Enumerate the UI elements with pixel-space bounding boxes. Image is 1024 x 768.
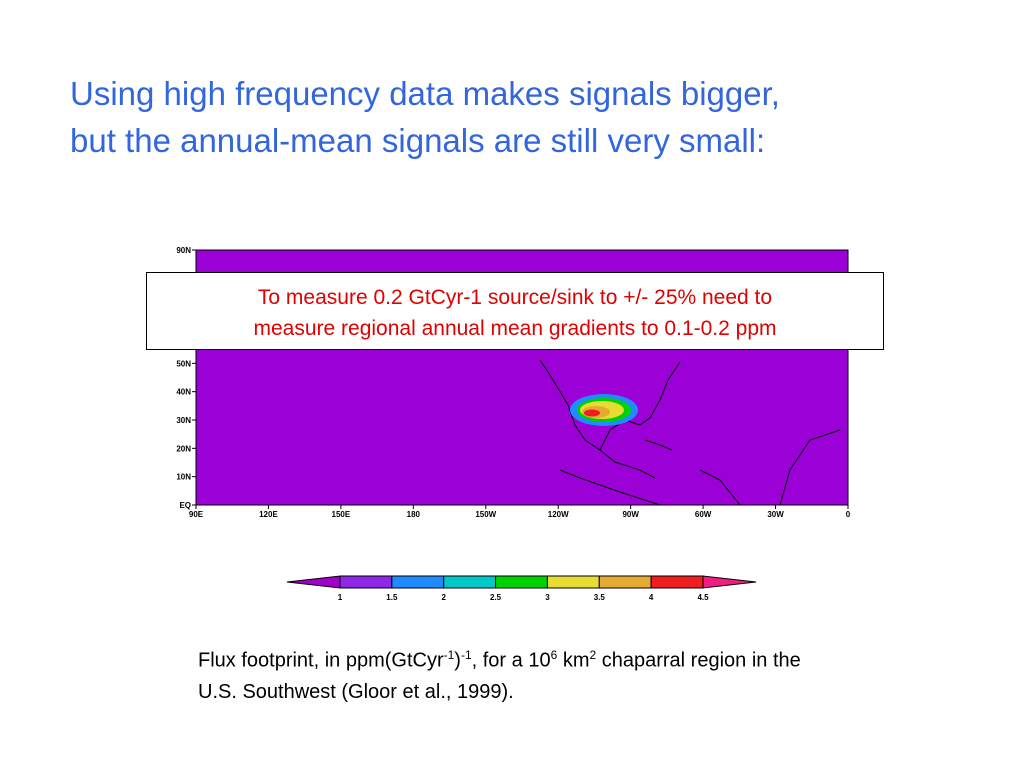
title-line: but the annual-mean signals are still ve… <box>70 122 766 159</box>
lon-label: 30W <box>767 510 784 519</box>
colorbar-label: 3 <box>545 593 550 602</box>
lon-label: 60W <box>695 510 712 519</box>
lat-label: 50N <box>176 359 191 368</box>
lat-label: EQ <box>179 501 191 510</box>
lon-label: 90E <box>189 510 204 519</box>
lat-label: 40N <box>176 388 191 397</box>
lon-label: 150W <box>475 510 496 519</box>
caption-sup: -1 <box>443 648 455 662</box>
colorbar-label: 2.5 <box>490 593 502 602</box>
colorbar-box <box>546 575 600 589</box>
lon-label: 120E <box>259 510 278 519</box>
title: Using high frequency data makes signals … <box>70 70 780 164</box>
colorbar-label: 2 <box>441 593 446 602</box>
colorbar-label: 1 <box>338 593 343 602</box>
colorbar-box <box>495 575 548 589</box>
caption-sup: 2 <box>589 648 597 662</box>
lon-label: 150E <box>332 510 351 519</box>
caption-sup: 6 <box>550 648 558 662</box>
lon-label: 90W <box>622 510 639 519</box>
caption-text: , for a 10 <box>471 649 551 672</box>
colorbar-label: 4 <box>649 593 654 602</box>
title-line: Using high frequency data makes signals … <box>70 75 780 112</box>
colorbar-end <box>702 575 757 589</box>
caption-text: Flux footprint, in ppm(GtCyr <box>198 649 444 672</box>
caption-text: km <box>557 649 590 672</box>
colorbar-box <box>339 575 393 589</box>
colorbar-box <box>391 575 445 589</box>
lon-label: 0 <box>846 510 851 519</box>
lat-label: 90N <box>176 246 191 255</box>
lon-label: 180 <box>407 510 421 519</box>
footprint <box>570 394 638 426</box>
caption-text: ) <box>454 649 461 672</box>
callout: To measure 0.2 GtCyr-1 source/sink to +/… <box>146 272 884 350</box>
colorbar-box <box>598 575 652 589</box>
callout-line: measure regional annual mean gradients t… <box>253 317 777 340</box>
lat-label: 10N <box>176 473 191 482</box>
lon-label: 120W <box>548 510 569 519</box>
colorbar-box <box>650 575 704 589</box>
lat-label: 30N <box>176 416 191 425</box>
caption-sup: -1 <box>460 648 472 662</box>
colorbar-label: 3.5 <box>594 593 606 602</box>
caption-text: chaparral region in the U.S. Southwest (… <box>198 649 801 703</box>
contour <box>584 409 600 417</box>
lat-label: 20N <box>176 444 191 453</box>
colorbar-label: 1.5 <box>386 593 398 602</box>
colorbar-box <box>443 575 497 589</box>
coastlines <box>539 359 841 506</box>
colorbar-label: 4.5 <box>697 593 709 602</box>
caption: Flux footprint, in ppm(GtCyr-1)-1, for a… <box>198 640 838 708</box>
callout-line: To measure 0.2 GtCyr-1 source/sink to +/… <box>257 286 773 309</box>
